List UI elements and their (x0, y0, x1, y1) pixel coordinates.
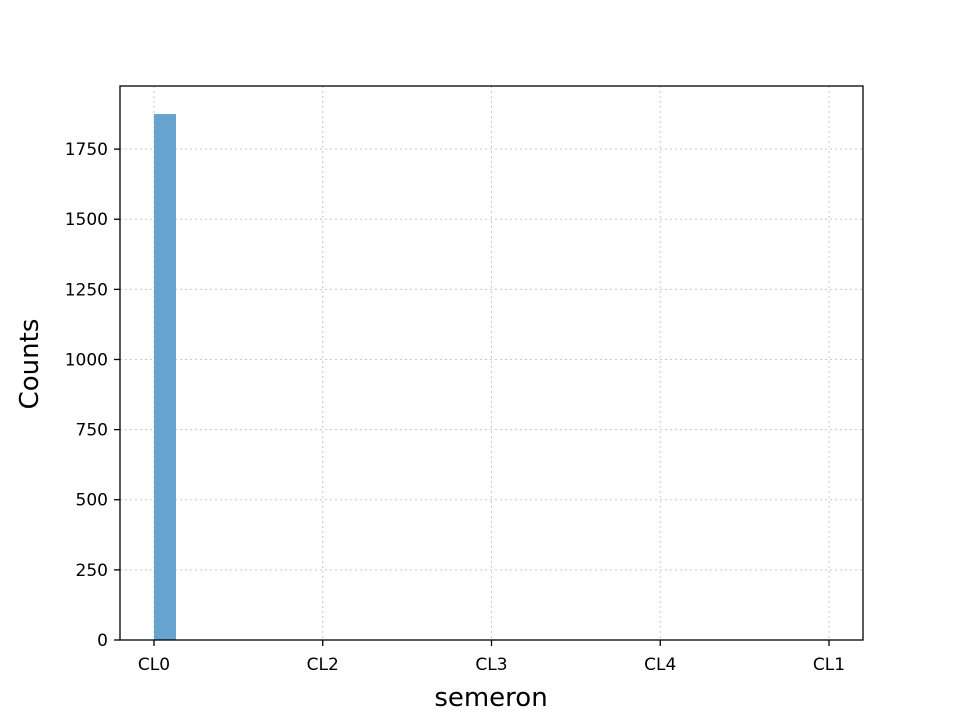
bar-cl0 (154, 114, 176, 640)
x-tick-label: CL4 (644, 655, 676, 675)
x-axis-label: semeron (434, 683, 547, 713)
y-tick-label: 500 (76, 491, 108, 511)
x-tick-label: CL3 (475, 655, 507, 675)
y-tick-label: 1500 (65, 210, 108, 230)
y-tick-label: 1250 (65, 280, 108, 300)
y-tick-label: 1750 (65, 140, 108, 160)
x-tick-label: CL2 (307, 655, 339, 675)
x-tick-label: CL0 (138, 655, 170, 675)
x-tick-label: CL1 (813, 655, 845, 675)
y-tick-label: 1000 (65, 350, 108, 370)
x-axis-ticks: CL0 CL2 CL3 CL4 CL1 (138, 640, 845, 675)
y-tick-label: 750 (76, 421, 108, 441)
y-tick-label: 250 (76, 561, 108, 581)
y-tick-label: 0 (97, 631, 108, 651)
grid (120, 86, 863, 641)
y-axis-label: Counts (15, 319, 45, 410)
y-axis-ticks: 0 250 500 750 1000 1250 1500 1750 (65, 140, 120, 651)
bars (154, 114, 176, 640)
